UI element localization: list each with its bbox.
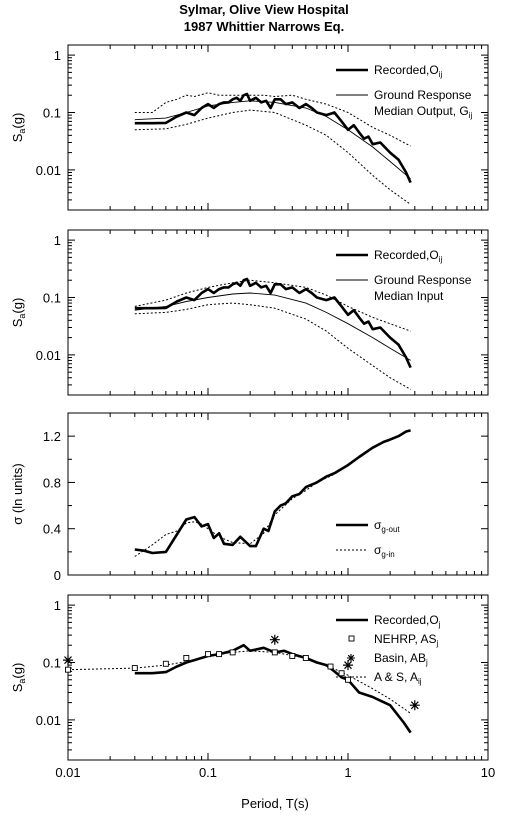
nehrp-marker	[216, 651, 223, 658]
nehrp-marker	[205, 651, 211, 658]
plot-frame	[67, 594, 489, 761]
y-axis-label: Sa(g)	[10, 298, 27, 328]
legend-label: A & S, Aij	[374, 670, 422, 686]
x-tick-label: 10	[481, 765, 495, 780]
series-dotted-line	[134, 429, 411, 557]
series-dotted-line	[134, 92, 411, 147]
series-thick-line	[134, 92, 412, 184]
legend-label: σg-in	[374, 543, 395, 559]
y-tick-label: 0.1	[43, 655, 61, 670]
figure-title-line1: Sylmar, Olive View Hospital	[179, 2, 349, 17]
nehrp-marker	[338, 670, 345, 677]
plot-frame	[67, 44, 489, 211]
legend-label: Ground Response	[374, 88, 472, 102]
series-dotted-line	[134, 109, 411, 205]
nehrp-marker	[162, 660, 169, 667]
legend-label: NEHRP, ASj	[374, 632, 438, 648]
series-thick-line	[134, 277, 412, 369]
x-tick-label: 0.1	[199, 765, 217, 780]
x-axis-label: Period, T(s)	[241, 796, 309, 811]
nehrp-marker	[229, 649, 236, 656]
series-thin-line	[134, 292, 411, 361]
y-tick-label: 0.4	[43, 522, 61, 537]
nehrp-marker	[65, 666, 71, 673]
legend-label: Median Input	[374, 289, 444, 303]
nehrp-marker	[289, 653, 296, 659]
legend-label: Median Output, Gij	[374, 104, 472, 120]
y-tick-label: 0.01	[36, 713, 61, 728]
legend-symbol	[347, 654, 355, 662]
x-tick-label: 0.01	[55, 765, 80, 780]
y-axis-label: Sa(g)	[10, 113, 27, 143]
legend-label: Basin, ABj	[374, 651, 428, 667]
y-tick-label: 0.1	[43, 290, 61, 305]
y-tick-label: 0.8	[43, 475, 61, 490]
legend-label: Recorded,Oj	[374, 613, 441, 629]
basin-marker	[269, 634, 280, 645]
nehrp-marker	[327, 663, 334, 670]
y-tick-label: 1.2	[43, 429, 61, 444]
panel-4-site-factors: 0.01 0.1 1 0.01 0.1 1 10 Sa(g) Recorded,Oj NEHRP,…	[10, 594, 495, 780]
y-tick-label: 0.01	[36, 163, 61, 178]
nehrp-marker	[271, 649, 278, 656]
plot-frame	[67, 412, 489, 576]
legend-label: Recorded,Oij	[374, 63, 442, 79]
y-tick-label: 0	[54, 568, 61, 583]
legend-label: Recorded,Oij	[374, 248, 442, 264]
y-axis-label: σ (ln units)	[10, 463, 25, 524]
panel-1-output-spectra: 0.01 0.1 1 Sa(g) Recorded,Oij Ground Response…	[10, 44, 489, 211]
basin-marker	[409, 700, 420, 711]
series-dotted-line	[134, 279, 411, 332]
basin-marker	[343, 660, 353, 671]
y-axis-label: Sa(g)	[10, 663, 27, 693]
basin-marker	[63, 655, 73, 666]
figure-title-line2: 1987 Whittier Narrows Eq.	[184, 19, 344, 34]
y-tick-label: 1	[54, 48, 61, 63]
x-tick-label: 1	[344, 765, 351, 780]
nehrp-marker	[345, 676, 351, 683]
panel-3-sigma: 0 0.4 0.8 1.2 σ (ln units) σg-out σg-in	[10, 412, 489, 583]
legend-label: Ground Response	[374, 273, 472, 287]
series-dotted-line	[134, 302, 411, 390]
y-tick-label: 1	[54, 233, 61, 248]
plot-frame	[67, 229, 489, 396]
nehrp-marker	[183, 655, 190, 661]
y-tick-label: 1	[54, 598, 61, 613]
legend-label: σg-out	[374, 518, 400, 534]
legend-symbol	[348, 635, 355, 642]
series-dotted-line	[67, 650, 411, 714]
series-thin-line	[134, 100, 411, 180]
nehrp-marker	[131, 665, 138, 672]
y-tick-label: 0.01	[36, 348, 61, 363]
series-thick-line	[134, 429, 411, 555]
nehrp-marker	[302, 655, 309, 661]
y-tick-label: 0.1	[43, 105, 61, 120]
series-thick-line	[134, 643, 412, 734]
panel-2-input-spectra: 0.01 0.1 1 Sa(g) Recorded,Oij Ground Response…	[10, 229, 489, 396]
